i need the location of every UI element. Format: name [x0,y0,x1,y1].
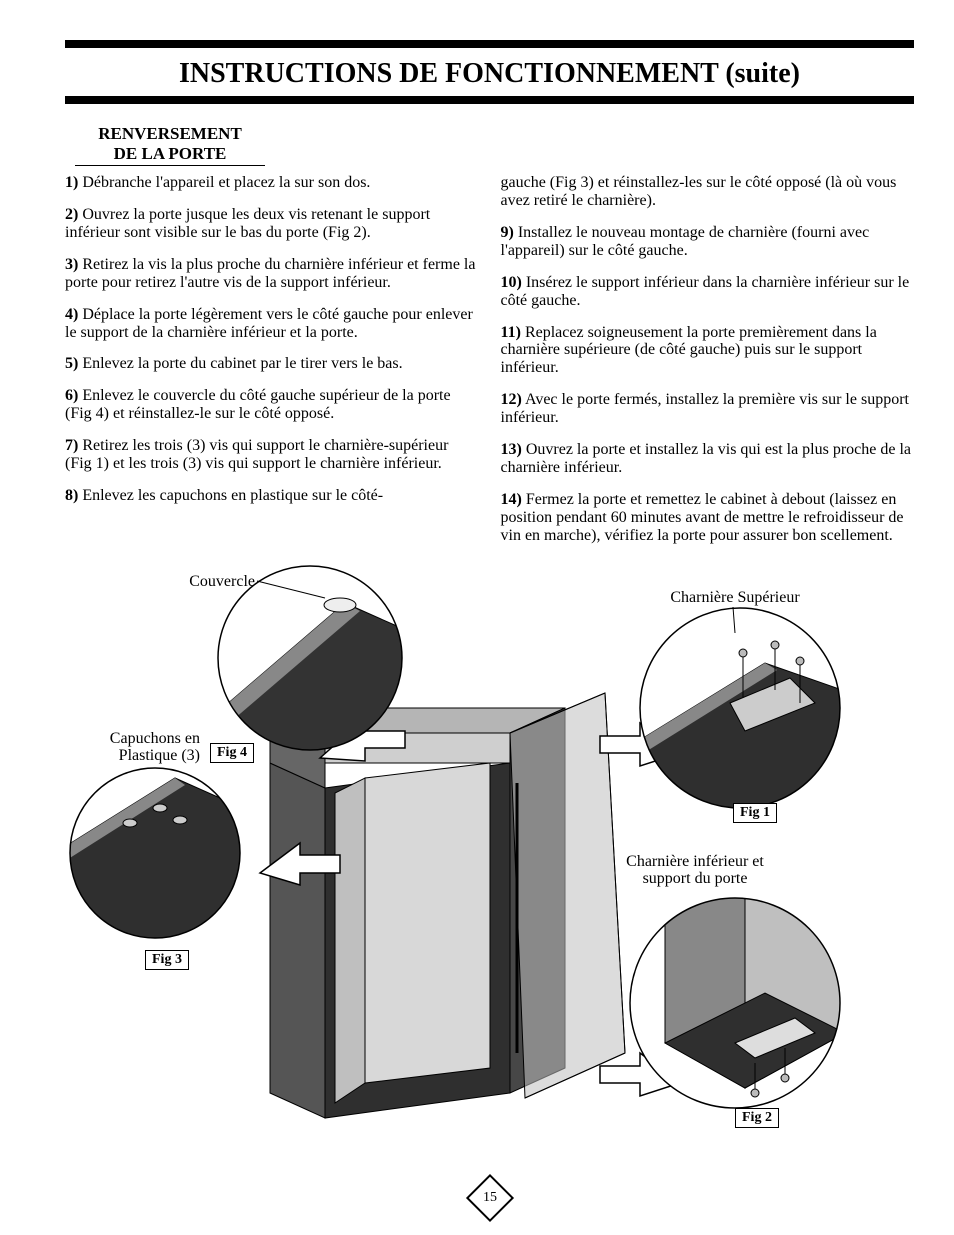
page-title: INSTRUCTIONS DE FONCTIONNEMENT (suite) [65,50,914,96]
step-8a: 8) Enlevez les capuchons en plastique su… [65,487,479,505]
step-12: 12) Avec le porte fermés, installez la p… [501,391,915,427]
step-9: 9) Installez le nouveau montage de charn… [501,224,915,260]
page-number-diamond-icon: 15 [465,1174,513,1222]
right-column: gauche (Fig 3) et réinstallez-les sur le… [501,174,915,559]
section-heading-line1: RENVERSEMENT [98,124,242,143]
fig4-label: Fig 4 [210,743,254,763]
step-6: 6) Enlevez le couvercle du côté gauche s… [65,387,479,423]
section-heading: RENVERSEMENT DE LA PORTE [75,124,265,166]
fig2-detail [625,893,845,1113]
step-4: 4) Déplace la porte légèrement vers le c… [65,306,479,342]
fig3-detail [65,763,245,943]
bottom-rule [65,96,914,104]
page-container: INSTRUCTIONS DE FONCTIONNEMENT (suite) R… [65,40,914,1215]
left-column: 1) Débranche l'appareil et placez la sur… [65,174,479,559]
step-8b: gauche (Fig 3) et réinstallez-les sur le… [501,174,915,210]
fig3-label: Fig 3 [145,950,189,970]
step-3: 3) Retirez la vis la plus proche du char… [65,256,479,292]
page-number-ornament: 15 [473,1181,507,1215]
fig2-label: Fig 2 [735,1108,779,1128]
fig1-label: Fig 1 [733,803,777,823]
diagram-area: Couvercle Capuchons en Plastique (3) Cha… [65,563,914,1163]
step-10: 10) Insérez le support inférieur dans la… [501,274,915,310]
top-rule [65,40,914,48]
step-13: 13) Ouvrez la porte et installez la vis … [501,441,915,477]
section-heading-line2: DE LA PORTE [114,144,227,163]
step-2: 2) Ouvrez la porte jusque les deux vis r… [65,206,479,242]
step-14: 14) Fermez la porte et remettez le cabin… [501,491,915,545]
step-5: 5) Enlevez la porte du cabinet par le ti… [65,355,479,373]
step-11: 11) Replacez soigneusement la porte prem… [501,324,915,378]
step-1: 1) Débranche l'appareil et placez la sur… [65,174,479,192]
fig1-detail [635,603,845,813]
fig4-detail [205,563,415,753]
page-number: 15 [483,1190,497,1206]
step-7: 7) Retirez les trois (3) vis qui support… [65,437,479,473]
text-columns: 1) Débranche l'appareil et placez la sur… [65,174,914,559]
